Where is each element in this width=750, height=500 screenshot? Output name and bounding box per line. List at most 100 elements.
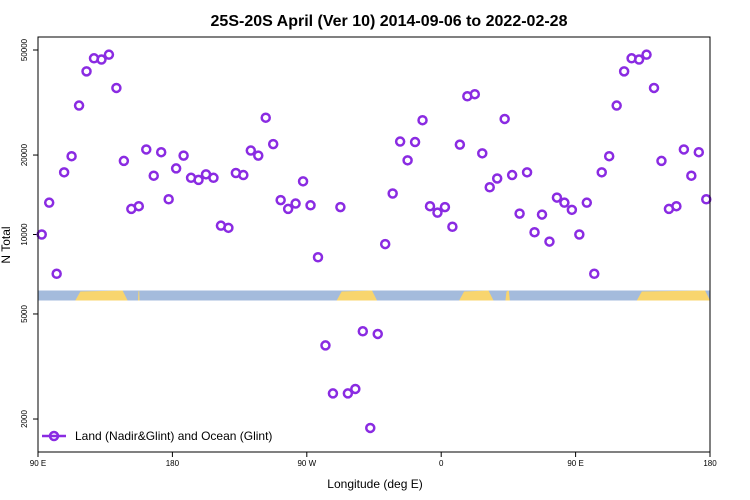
data-point <box>678 144 690 155</box>
x-tick-label: 90 E <box>30 459 46 468</box>
data-point <box>633 54 645 65</box>
data-point <box>439 201 451 213</box>
data-point <box>282 203 294 215</box>
x-tick-label: 0 <box>439 459 444 468</box>
data-point <box>275 194 286 206</box>
data-point <box>81 66 92 77</box>
data-point <box>529 226 540 238</box>
y-tick-label: 2000 <box>20 410 29 428</box>
data-point <box>267 138 279 150</box>
land-segment <box>75 290 128 301</box>
data-point <box>447 221 458 232</box>
land-segment <box>459 290 494 301</box>
y-tick-label: 5000 <box>20 305 29 323</box>
data-point <box>155 146 167 158</box>
data-point <box>320 340 331 351</box>
data-point <box>312 252 324 263</box>
y-axis-ticks: 2000 5000 10000 20000 50000 <box>20 38 38 428</box>
data-point <box>103 49 115 60</box>
data-point <box>58 167 70 178</box>
data-point <box>566 204 578 216</box>
data-point <box>671 200 682 212</box>
x-tick-label: 90 E <box>567 459 583 468</box>
data-point <box>43 197 55 208</box>
data-point <box>335 201 346 213</box>
data-point <box>238 169 249 181</box>
data-point <box>96 54 107 65</box>
chart-title: 25S-20S April (Ver 10) 2014-09-06 to 202… <box>211 13 568 30</box>
data-point <box>611 100 622 111</box>
data-point <box>701 194 712 205</box>
data-points <box>36 49 712 434</box>
data-point <box>491 173 503 184</box>
data-point <box>290 198 301 209</box>
data-point <box>350 383 361 395</box>
data-point <box>581 197 593 208</box>
data-point <box>170 163 182 174</box>
land-segment <box>336 290 377 301</box>
data-point <box>536 209 548 220</box>
data-point <box>357 326 369 337</box>
data-point <box>469 88 481 100</box>
data-point <box>223 222 234 234</box>
data-point <box>148 170 159 181</box>
data-point <box>521 167 533 178</box>
x-axis-ticks: 90 E 180 90 W 0 90 E 180 <box>30 452 717 468</box>
land-segment <box>138 290 140 301</box>
data-point <box>379 238 391 250</box>
data-point <box>178 150 189 161</box>
data-point <box>163 194 174 205</box>
x-tick-label: 180 <box>703 459 717 468</box>
land-segment <box>505 290 510 301</box>
data-point <box>544 236 555 247</box>
data-point <box>596 167 607 178</box>
x-tick-label: 180 <box>166 459 180 468</box>
data-point <box>66 150 77 162</box>
legend-label: Land (Nadir&Glint) and Ocean (Glint) <box>75 429 272 443</box>
data-point <box>409 136 421 148</box>
data-point <box>372 328 383 340</box>
data-point <box>648 82 660 94</box>
data-point <box>454 139 466 150</box>
data-point <box>342 388 354 399</box>
data-point <box>73 100 85 111</box>
legend: Land (Nadir&Glint) and Ocean (Glint) <box>42 429 272 443</box>
x-tick-label: 90 W <box>297 459 316 468</box>
data-point <box>327 388 339 399</box>
surface-band <box>38 290 710 301</box>
data-point <box>118 155 130 167</box>
data-point <box>51 268 62 280</box>
data-point <box>693 146 705 158</box>
x-axis-label: Longitude (deg E) <box>327 477 422 491</box>
data-point <box>208 172 219 184</box>
data-point <box>193 174 204 186</box>
data-point <box>141 144 152 155</box>
data-point <box>514 208 525 219</box>
data-point <box>253 150 264 161</box>
data-point <box>506 169 518 181</box>
data-point <box>417 114 428 126</box>
data-point <box>365 422 376 434</box>
data-point <box>499 113 510 125</box>
data-point <box>618 66 630 77</box>
data-point <box>641 49 652 60</box>
data-point <box>36 229 47 240</box>
data-point <box>394 136 406 147</box>
data-point <box>603 150 615 162</box>
data-point <box>297 176 309 187</box>
data-point <box>245 145 257 156</box>
data-point <box>656 155 667 167</box>
data-point <box>477 148 488 159</box>
data-point <box>402 155 413 166</box>
y-tick-label: 50000 <box>20 38 29 61</box>
data-point <box>133 200 145 212</box>
data-point <box>387 188 398 199</box>
data-point <box>589 268 600 280</box>
data-point <box>559 197 570 208</box>
data-point <box>424 200 436 212</box>
y-axis-label: N Total <box>0 226 13 263</box>
legend-marker <box>48 430 60 442</box>
data-point <box>305 200 316 211</box>
data-point <box>484 182 495 193</box>
